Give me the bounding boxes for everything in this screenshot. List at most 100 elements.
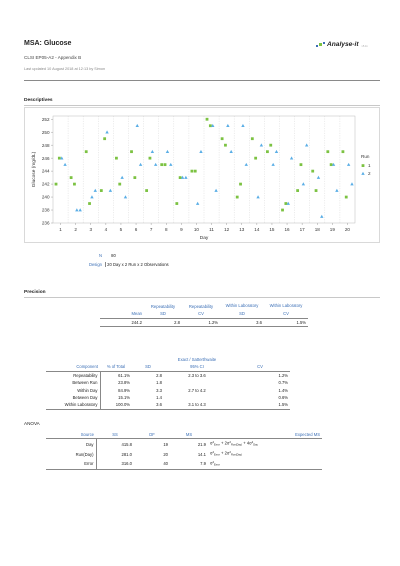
x-tick-label: 6 bbox=[135, 227, 138, 232]
y-tick-label: 236 bbox=[42, 221, 50, 226]
x-tick-label: 3 bbox=[89, 227, 92, 232]
x-tick-label: 7 bbox=[150, 227, 153, 232]
precision-divider bbox=[24, 297, 380, 298]
anova-header: SS bbox=[96, 431, 134, 440]
data-point-run-2 bbox=[316, 175, 321, 179]
x-tick-label: 5 bbox=[120, 227, 123, 232]
data-point-run-2 bbox=[271, 162, 275, 166]
page-subtitle: CLSI EP05-A2 - Appendix B bbox=[24, 55, 82, 60]
x-tick-label: 1 bbox=[59, 227, 62, 232]
legend-title: Run bbox=[361, 154, 370, 159]
component-cv: 0.6% bbox=[278, 395, 288, 401]
data-point-run-1 bbox=[299, 163, 303, 167]
data-point-run-1 bbox=[224, 143, 227, 147]
precision-components-table: Exact / Satterthwaite Component % of Tot… bbox=[46, 356, 290, 410]
y-tick-label: 250 bbox=[42, 130, 50, 135]
data-point-run-1 bbox=[250, 137, 254, 141]
anova-ms: 7.9 bbox=[170, 459, 208, 471]
precision-summary-table: Repeatability Repeatability Within Labor… bbox=[100, 303, 308, 328]
data-point-run-2 bbox=[331, 162, 336, 166]
components-header: SD bbox=[132, 363, 164, 372]
data-point-run-1 bbox=[205, 117, 209, 121]
x-tick-label: 19 bbox=[330, 227, 336, 232]
component-percent: 100.0% bbox=[99, 401, 132, 410]
table-row: Within Laboratory 100.0% 3.6 3.1 to 4.3 … bbox=[46, 401, 290, 410]
data-point-run-2 bbox=[214, 188, 218, 192]
y-tick-label: 248 bbox=[42, 143, 50, 148]
component-name: Repeatability bbox=[73, 372, 98, 378]
data-point-run-2 bbox=[138, 162, 143, 166]
components-header: CV bbox=[230, 363, 290, 372]
design-value: 20 Day x 2 Run x 2 Observations bbox=[105, 262, 169, 267]
y-tick-label: 246 bbox=[42, 156, 50, 161]
analyse-it-logo: Analyse-it v5.11 bbox=[316, 40, 368, 49]
anova-source: Day bbox=[86, 441, 94, 447]
component-ci bbox=[164, 394, 230, 401]
x-tick-label: 17 bbox=[300, 227, 306, 232]
plot-frame bbox=[52, 115, 356, 224]
x-tick-label: 18 bbox=[315, 227, 321, 232]
x-axis-label: Day bbox=[200, 235, 209, 241]
data-point-run-2 bbox=[195, 201, 200, 205]
data-point-run-2 bbox=[60, 156, 64, 160]
x-tick-label: 10 bbox=[194, 227, 200, 232]
data-point-run-2 bbox=[226, 123, 230, 128]
ci-method-header: Exact / Satterthwaite bbox=[177, 357, 217, 362]
data-point-run-2 bbox=[335, 188, 339, 192]
y-tick-label: 240 bbox=[42, 195, 50, 200]
data-point-run-2 bbox=[135, 123, 139, 128]
component-percent: 23.8% bbox=[99, 379, 132, 387]
data-point-run-2 bbox=[229, 149, 233, 153]
descriptives-divider bbox=[24, 105, 380, 106]
data-point-run-1 bbox=[326, 150, 330, 154]
summary-header: Within Laboratory bbox=[269, 303, 303, 309]
data-point-run-2 bbox=[165, 149, 170, 153]
page-title: MSA: Glucose bbox=[24, 40, 72, 47]
anova-header: Source bbox=[46, 431, 96, 440]
data-point-run-2 bbox=[361, 171, 365, 175]
anova-ss: 281.0 bbox=[95, 449, 134, 460]
data-point-run-2 bbox=[63, 162, 67, 166]
logo-version: v5.11 bbox=[361, 44, 368, 48]
component-percent: 61.1% bbox=[99, 371, 132, 380]
data-point-run-1 bbox=[311, 169, 315, 173]
summary-header: SD bbox=[144, 310, 182, 319]
data-point-run-1 bbox=[118, 182, 122, 186]
legend-entry: 2 bbox=[368, 171, 371, 176]
summary-header: Repeatability bbox=[150, 304, 176, 309]
table-row: Within Day 84.9% 3.3 2.7 to 4.2 1.4% bbox=[46, 386, 290, 395]
anova-header: MS bbox=[170, 431, 208, 440]
components-header: Component bbox=[46, 363, 100, 372]
data-point-run-2 bbox=[286, 201, 290, 205]
summary-header: CV bbox=[182, 310, 220, 319]
data-point-run-1 bbox=[163, 163, 167, 167]
component-ci bbox=[164, 379, 230, 386]
anova-df: 40 bbox=[134, 459, 170, 471]
x-tick-label: 4 bbox=[105, 227, 108, 232]
x-tick-label: 20 bbox=[345, 227, 351, 232]
summary-header: Mean bbox=[100, 310, 144, 319]
table-row: Run(Day) 281.0 20 14.1 σ2Error + 2σ2Run(… bbox=[46, 449, 322, 460]
anova-expected-ms: σ2Error bbox=[208, 459, 322, 471]
legend-entry: 1 bbox=[368, 163, 371, 168]
data-point-run-2 bbox=[93, 188, 97, 192]
component-percent: 15.1% bbox=[99, 394, 132, 402]
data-point-run-2 bbox=[320, 214, 324, 218]
data-point-run-2 bbox=[256, 195, 260, 199]
anova-header: Expected MS bbox=[208, 431, 322, 440]
component-name: Between Day bbox=[72, 395, 98, 401]
data-point-run-1 bbox=[145, 189, 149, 192]
data-point-run-2 bbox=[241, 123, 245, 128]
data-point-run-2 bbox=[120, 175, 124, 179]
x-tick-label: 12 bbox=[224, 227, 230, 232]
data-point-run-2 bbox=[75, 208, 79, 212]
x-tick-label: 13 bbox=[239, 227, 245, 232]
x-tick-label: 15 bbox=[269, 227, 275, 232]
data-point-run-1 bbox=[115, 156, 118, 160]
x-tick-label: 16 bbox=[284, 227, 290, 232]
data-point-run-1 bbox=[178, 176, 182, 180]
component-ci: 2.7 to 4.2 bbox=[188, 387, 206, 393]
component-sd: 1.8 bbox=[156, 380, 162, 386]
summary-header: Repeatability bbox=[188, 304, 214, 309]
n-label: N bbox=[98, 253, 102, 258]
